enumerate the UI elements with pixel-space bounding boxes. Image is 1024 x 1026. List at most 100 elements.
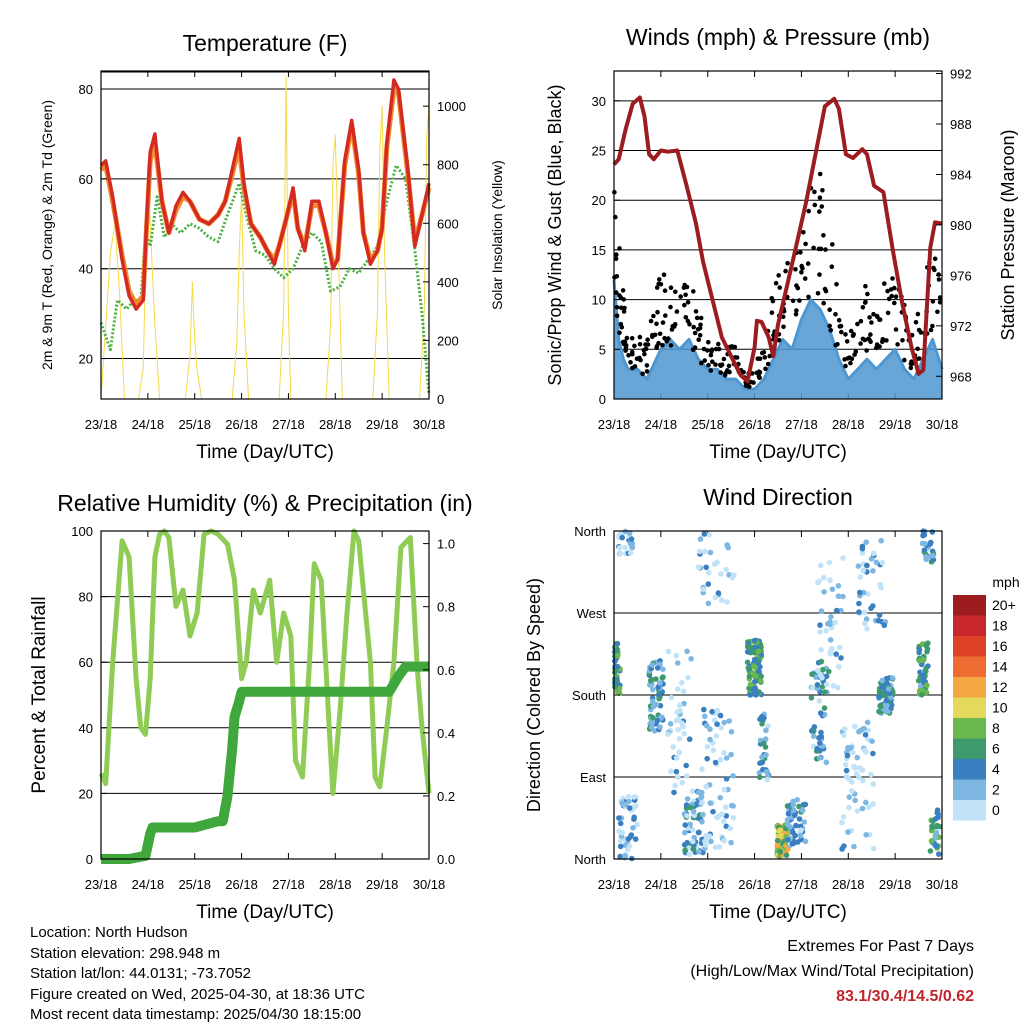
direction-point — [868, 556, 875, 562]
direction-point — [929, 529, 936, 535]
direction-point — [802, 838, 809, 845]
direction-point — [869, 738, 875, 744]
direction-point — [667, 721, 674, 727]
direction-point — [700, 586, 707, 593]
direction-point — [842, 761, 849, 768]
direction-point — [619, 829, 625, 836]
gust-point — [834, 282, 839, 287]
direction-point — [723, 566, 729, 573]
gust-point — [773, 280, 779, 286]
direction-point — [687, 804, 694, 811]
direction-point — [797, 832, 804, 839]
direction-point — [828, 614, 834, 620]
direction-point — [835, 583, 842, 589]
direction-point — [822, 689, 828, 695]
direction-point — [863, 616, 870, 622]
gust-point — [871, 311, 876, 317]
gust-point — [617, 330, 622, 336]
direction-point — [708, 838, 714, 845]
direction-point — [706, 532, 712, 538]
direction-point — [626, 530, 633, 536]
direction-point — [690, 808, 697, 815]
direction-point — [617, 550, 623, 557]
direction-point — [631, 794, 637, 800]
gust-point — [668, 304, 673, 310]
direction-point — [922, 540, 928, 547]
direction-point — [817, 710, 824, 716]
gust-point — [697, 332, 703, 338]
gust-point — [864, 348, 869, 353]
direction-point — [672, 782, 678, 789]
direction-point — [707, 726, 713, 732]
direction-point — [654, 717, 661, 724]
gust-point — [630, 351, 635, 357]
direction-point — [932, 816, 939, 822]
direction-point — [698, 794, 705, 800]
direction-point — [845, 775, 852, 782]
direction-point — [830, 683, 837, 689]
direction-point — [861, 609, 868, 616]
direction-ytick-label: South — [572, 688, 606, 703]
direction-point — [648, 724, 655, 731]
gust-point — [915, 346, 920, 352]
winds-y2tick-label: 980 — [950, 218, 972, 233]
direction-point — [863, 749, 869, 755]
gust-point — [793, 312, 799, 317]
gust-point — [806, 294, 811, 300]
direction-point — [723, 755, 730, 761]
direction-point — [856, 774, 862, 781]
gust-point — [694, 315, 700, 321]
colorbar-label: 20+ — [992, 597, 1016, 613]
gust-point — [885, 310, 891, 316]
direction-point — [717, 712, 724, 719]
direction-point — [870, 845, 877, 852]
direction-point — [876, 612, 883, 618]
direction-point — [859, 545, 866, 552]
direction-point — [934, 822, 940, 829]
winds-xtick-label: 29/18 — [879, 417, 912, 432]
gust-point — [644, 363, 650, 368]
humidity-xtick-label: 23/18 — [85, 877, 118, 892]
gust-point — [935, 309, 940, 315]
direction-point — [699, 819, 705, 825]
gust-point — [628, 360, 633, 365]
humidity-panel: 23/18 24/18 25/18 26/18 27/18 28/18 29/18 30/18… — [29, 490, 473, 923]
direction-point — [721, 786, 728, 793]
temperature-ylabel-left: 2m & 9m T (Red, Orange) & 2m Td (Green) — [39, 100, 55, 370]
direction-point — [816, 735, 822, 741]
temperature-y2tick-label: 1000 — [437, 99, 466, 114]
direction-point — [863, 832, 869, 838]
direction-point — [801, 819, 807, 825]
direction-point — [676, 735, 683, 742]
gust-point — [877, 317, 883, 322]
direction-point — [790, 798, 796, 805]
winds-y2tick-label: 972 — [950, 319, 972, 334]
direction-point — [649, 720, 655, 726]
gust-point — [858, 318, 864, 324]
direction-point — [823, 628, 829, 634]
direction-point — [753, 673, 759, 679]
direction-point — [617, 843, 624, 850]
direction-point — [859, 767, 866, 773]
gust-point — [613, 256, 619, 262]
direction-point — [704, 755, 710, 762]
gust-point — [644, 369, 650, 374]
gust-point — [687, 322, 692, 327]
direction-point — [796, 816, 803, 822]
direction-point — [927, 541, 934, 547]
direction-point — [751, 663, 757, 669]
direction-point — [699, 799, 705, 806]
colorbar-label: 6 — [992, 741, 1000, 757]
direction-point — [882, 701, 889, 708]
winds-title: Winds (mph) & Pressure (mb) — [626, 24, 930, 50]
direction-point — [855, 563, 862, 569]
direction-point — [817, 622, 823, 628]
gust-point — [654, 285, 660, 290]
direction-point — [883, 675, 890, 682]
gust-point — [637, 355, 642, 361]
direction-point — [817, 740, 823, 746]
gust-point — [640, 371, 645, 377]
direction-point — [879, 684, 885, 691]
humidity-xtick-label: 25/18 — [178, 877, 211, 892]
gust-point — [821, 300, 826, 306]
